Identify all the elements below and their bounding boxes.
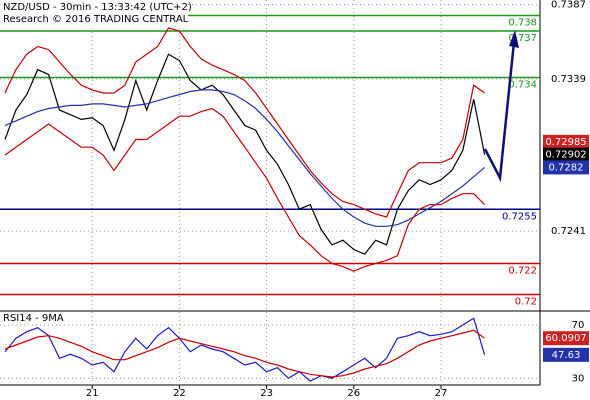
forecast-arrowhead: [509, 30, 519, 48]
price-marker-label: 0.72985: [545, 137, 586, 148]
title-bg: [0, 0, 188, 26]
y-tick-label: 0.7387: [551, 0, 586, 11]
y-tick-label: 30: [572, 373, 585, 384]
price-marker-label: 47.63: [552, 350, 581, 361]
price-marker-label: 0.7282: [549, 162, 584, 173]
price-line: [4, 107, 486, 272]
level-label: 0.7255: [502, 211, 537, 222]
rsi-title: RSI14 - 9MA: [3, 313, 64, 324]
price-marker: [543, 147, 589, 162]
price-marker: [543, 134, 589, 149]
price-line: [4, 27, 485, 218]
level-label: 0.738: [508, 18, 537, 29]
price-marker-label: 60.0907: [545, 333, 586, 344]
x-tick-label: 22: [173, 388, 186, 399]
level-label: 0.72: [515, 297, 537, 308]
rsi-line: [4, 317, 486, 382]
y-tick-label: 0.7241: [551, 226, 586, 237]
level-label: 0.722: [508, 266, 537, 277]
x-tick-label: 23: [260, 388, 273, 399]
level-label: 0.734: [508, 80, 537, 91]
rsi-line: [4, 329, 485, 378]
forecast-arrow: [483, 41, 516, 183]
chart-subtitle: Research © 2016 TRADING CENTRAL: [3, 14, 189, 25]
price-line: [4, 53, 486, 255]
y-tick-label: 0.7339: [551, 74, 586, 85]
x-tick-label: 27: [435, 388, 448, 399]
x-tick-label: 26: [347, 388, 360, 399]
y-tick-label: 70: [572, 320, 585, 331]
level-label: 0.737: [508, 33, 537, 44]
price-marker: [543, 160, 589, 175]
price-line: [4, 89, 485, 227]
price-marker-label: 0.72902: [545, 150, 586, 161]
price-marker: [543, 331, 589, 346]
chart-title: NZD/USD - 30min - 13:33:42 (UTC+2): [3, 2, 192, 13]
x-tick-label: 21: [86, 388, 99, 399]
price-marker: [543, 347, 589, 362]
